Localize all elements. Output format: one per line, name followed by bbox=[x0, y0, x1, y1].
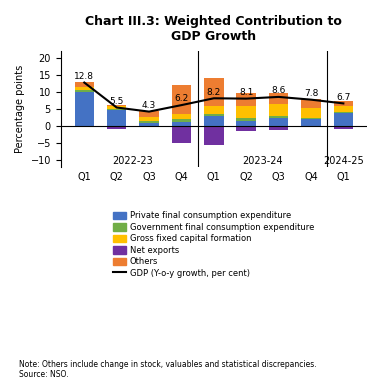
Bar bbox=[269, 93, 288, 104]
Bar bbox=[107, 109, 126, 110]
Legend: Private final consumption expenditure, Government final consumption expenditure,: Private final consumption expenditure, G… bbox=[111, 209, 317, 280]
Text: 2024-25: 2024-25 bbox=[323, 156, 364, 166]
Bar bbox=[269, 118, 288, 126]
Bar bbox=[333, 113, 353, 126]
Bar bbox=[269, 126, 288, 130]
Bar bbox=[74, 87, 94, 90]
Bar bbox=[301, 108, 321, 118]
Bar bbox=[301, 99, 321, 108]
Text: 2023-24: 2023-24 bbox=[242, 156, 283, 166]
Bar bbox=[139, 126, 159, 127]
Bar bbox=[204, 115, 223, 116]
Text: 2022-23: 2022-23 bbox=[112, 156, 153, 166]
Bar bbox=[333, 101, 353, 106]
Bar bbox=[107, 126, 126, 129]
Text: 8.1: 8.1 bbox=[239, 88, 253, 97]
Bar bbox=[301, 118, 321, 119]
Text: 8.2: 8.2 bbox=[207, 88, 221, 97]
Bar bbox=[333, 106, 353, 112]
Bar bbox=[107, 110, 126, 126]
Bar bbox=[107, 106, 126, 109]
Bar bbox=[74, 82, 94, 87]
Bar bbox=[172, 126, 191, 143]
Bar bbox=[236, 126, 256, 131]
Text: 6.2: 6.2 bbox=[174, 94, 189, 103]
Bar bbox=[301, 119, 321, 126]
Y-axis label: Percentage points: Percentage points bbox=[15, 65, 25, 153]
Bar bbox=[139, 123, 159, 126]
Bar bbox=[74, 92, 94, 126]
Bar bbox=[139, 111, 159, 117]
Bar bbox=[333, 112, 353, 113]
Text: 4.3: 4.3 bbox=[142, 101, 156, 110]
Bar bbox=[139, 117, 159, 121]
Text: 12.8: 12.8 bbox=[74, 72, 94, 81]
Bar bbox=[204, 79, 223, 106]
Bar bbox=[172, 119, 191, 122]
Bar bbox=[204, 106, 223, 115]
Text: 5.5: 5.5 bbox=[110, 97, 124, 106]
Bar bbox=[172, 85, 191, 115]
Bar bbox=[74, 90, 94, 92]
Bar bbox=[236, 106, 256, 118]
Bar bbox=[139, 121, 159, 123]
Bar bbox=[172, 115, 191, 119]
Title: Chart III.3: Weighted Contribution to
GDP Growth: Chart III.3: Weighted Contribution to GD… bbox=[86, 15, 342, 43]
Bar bbox=[301, 126, 321, 127]
Bar bbox=[236, 118, 256, 121]
Text: 7.8: 7.8 bbox=[304, 89, 318, 98]
Bar bbox=[204, 126, 223, 145]
Text: Note: Others include change in stock, valuables and statistical discrepancies.
S: Note: Others include change in stock, va… bbox=[19, 360, 317, 379]
Bar bbox=[236, 121, 256, 126]
Bar bbox=[107, 105, 126, 106]
Bar bbox=[236, 93, 256, 106]
Text: 8.6: 8.6 bbox=[271, 86, 286, 95]
Bar bbox=[204, 116, 223, 126]
Bar bbox=[333, 126, 353, 129]
Bar bbox=[269, 104, 288, 116]
Bar bbox=[269, 116, 288, 118]
Bar bbox=[172, 122, 191, 126]
Text: 6.7: 6.7 bbox=[336, 93, 351, 102]
